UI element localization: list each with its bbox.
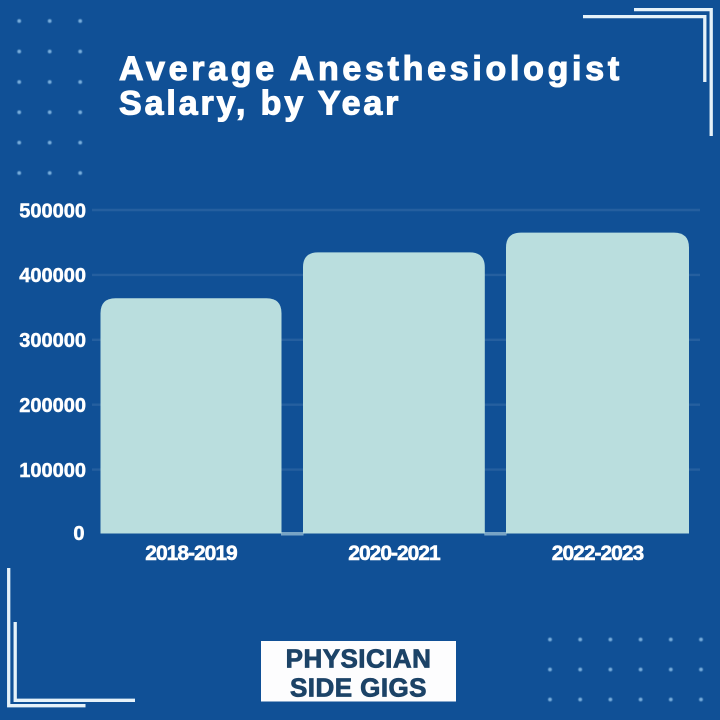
svg-text:200000: 200000 — [19, 395, 86, 417]
svg-text:PHYSICIAN: PHYSICIAN — [286, 644, 432, 674]
svg-text:500000: 500000 — [19, 200, 86, 222]
svg-text:SIDE GIGS: SIDE GIGS — [290, 673, 427, 703]
svg-text:400000: 400000 — [19, 265, 86, 287]
svg-text:2022-2023: 2022-2023 — [552, 542, 644, 565]
svg-text:Average Anesthesiologist: Average Anesthesiologist — [119, 50, 623, 88]
svg-text:100000: 100000 — [19, 460, 86, 482]
svg-text:2020-2021: 2020-2021 — [348, 542, 441, 565]
svg-text:2018-2019: 2018-2019 — [145, 542, 237, 565]
svg-text:300000: 300000 — [19, 330, 86, 352]
svg-text:Salary, by Year: Salary, by Year — [119, 85, 401, 123]
svg-text:0: 0 — [73, 523, 84, 545]
